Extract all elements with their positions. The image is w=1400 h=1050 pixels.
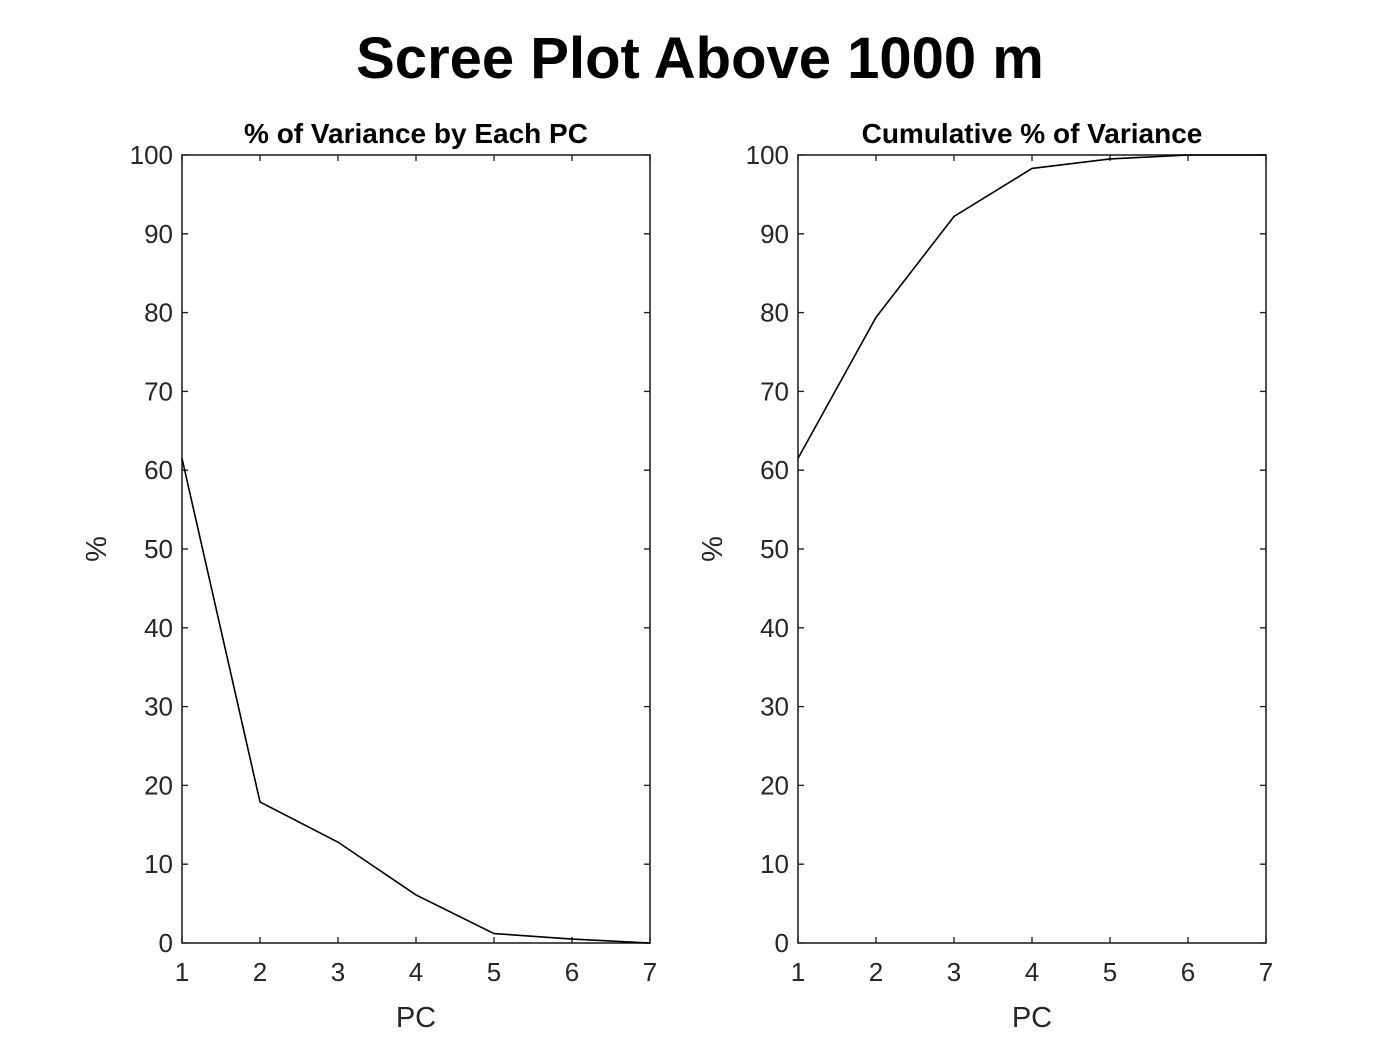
y-tick-label: 60 <box>144 455 173 485</box>
y-tick-label: 60 <box>760 455 789 485</box>
y-tick-label: 90 <box>144 219 173 249</box>
y-tick-label: 50 <box>760 534 789 564</box>
y-tick-label: 10 <box>144 849 173 879</box>
x-tick-label: 5 <box>487 957 501 987</box>
y-tick-label: 20 <box>144 770 173 800</box>
x-tick-label: 3 <box>947 957 961 987</box>
y-tick-label: 40 <box>144 613 173 643</box>
x-tick-label: 6 <box>565 957 579 987</box>
x-tick-label: 2 <box>253 957 267 987</box>
plot-frame <box>181 154 651 944</box>
y-tick-label: 20 <box>760 770 789 800</box>
y-axis-label: % <box>697 536 729 562</box>
axes-2: 0 10 20 30 40 50 60 70 80 90 100 1 2 3 4 5 6 7 Cumulative … <box>697 118 1273 1034</box>
y-tick-label: 90 <box>760 219 789 249</box>
x-tick-label: 7 <box>643 957 657 987</box>
x-tick-label: 6 <box>1181 957 1195 987</box>
y-tick-label: 70 <box>760 376 789 406</box>
y-tick-label: 70 <box>144 376 173 406</box>
series-line-variance <box>181 458 651 944</box>
y-tick-label: 30 <box>760 692 789 722</box>
x-tick-label: 3 <box>331 957 345 987</box>
series-line-cumulative <box>797 154 1266 459</box>
y-tick-label: 0 <box>775 928 789 958</box>
x-tick-label: 1 <box>175 957 189 987</box>
x-axis-label: PC <box>396 1002 436 1034</box>
plot-frame <box>797 154 1267 944</box>
figure-title: Scree Plot Above 1000 m <box>356 26 1044 91</box>
y-tick-label: 80 <box>760 298 789 328</box>
y-tick-label: 80 <box>144 298 173 328</box>
y-tick-label: 30 <box>144 692 173 722</box>
x-tick-label: 1 <box>791 957 805 987</box>
x-tick-label: 5 <box>1103 957 1117 987</box>
axes-title: % of Variance by Each PC <box>244 118 588 149</box>
y-tick-label: 100 <box>746 140 789 170</box>
y-tick-label: 10 <box>760 849 789 879</box>
axes-1: 0 10 20 30 40 50 60 70 80 90 100 1 2 3 4 5 6 7 % of Varian… <box>81 118 657 1034</box>
x-tick-label: 4 <box>409 957 423 987</box>
y-tick-label: 100 <box>130 140 173 170</box>
x-tick-label: 2 <box>869 957 883 987</box>
y-axis-label: % <box>81 536 113 562</box>
y-tick-label: 0 <box>159 928 173 958</box>
y-tick-label: 40 <box>760 613 789 643</box>
x-axis-label: PC <box>1012 1002 1052 1034</box>
x-tick-label: 7 <box>1259 957 1273 987</box>
y-tick-label: 50 <box>144 534 173 564</box>
x-tick-label: 4 <box>1025 957 1039 987</box>
axes-title: Cumulative % of Variance <box>862 118 1203 149</box>
